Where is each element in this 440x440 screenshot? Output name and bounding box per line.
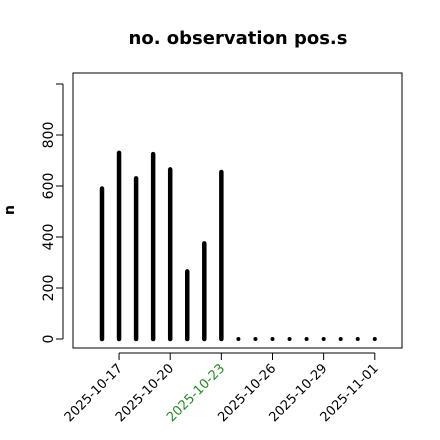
y-tick-label: 400 — [41, 224, 57, 251]
y-axis: 0 200 400 600 800 — [41, 83, 64, 344]
bar — [270, 337, 275, 341]
plot-frame — [72, 72, 403, 349]
bar — [355, 337, 360, 341]
y-tick-label: 800 — [41, 122, 57, 149]
y-tick-label: 600 — [41, 173, 57, 200]
bar — [253, 337, 258, 341]
bar — [372, 337, 377, 341]
y-tick-label: 200 — [41, 275, 57, 302]
bars — [99, 150, 377, 342]
y-axis-label: n — [2, 205, 18, 215]
bar — [287, 337, 292, 341]
bar — [304, 337, 309, 341]
bar — [236, 337, 241, 341]
y-tick-label: 0 — [41, 335, 57, 344]
bar — [321, 337, 326, 341]
x-axis: 2025-10-172025-10-202025-10-232025-10-26… — [62, 352, 382, 425]
chart-title: no. observation pos.s — [129, 28, 348, 49]
bar — [338, 337, 343, 341]
